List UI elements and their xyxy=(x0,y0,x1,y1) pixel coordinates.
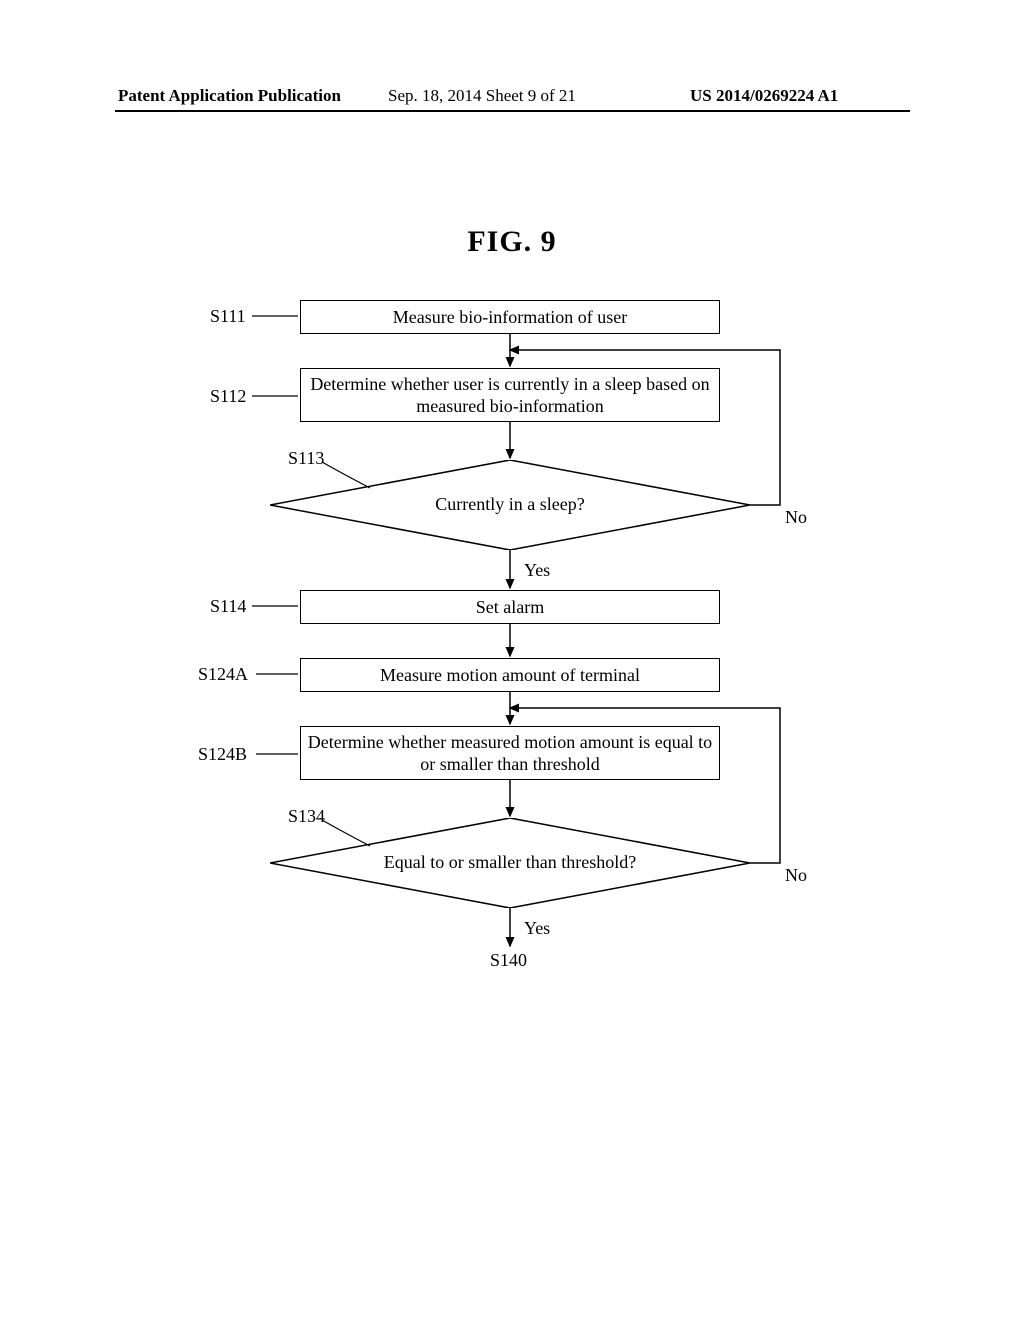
header-left: Patent Application Publication xyxy=(118,86,341,106)
page: Patent Application Publication Sep. 18, … xyxy=(0,0,1024,1320)
header-right: US 2014/0269224 A1 xyxy=(690,86,838,106)
flow-connectors xyxy=(0,300,1024,1320)
header-rule xyxy=(115,110,910,112)
header-center: Sep. 18, 2014 Sheet 9 of 21 xyxy=(388,86,576,106)
figure-title: FIG. 9 xyxy=(0,225,1024,259)
